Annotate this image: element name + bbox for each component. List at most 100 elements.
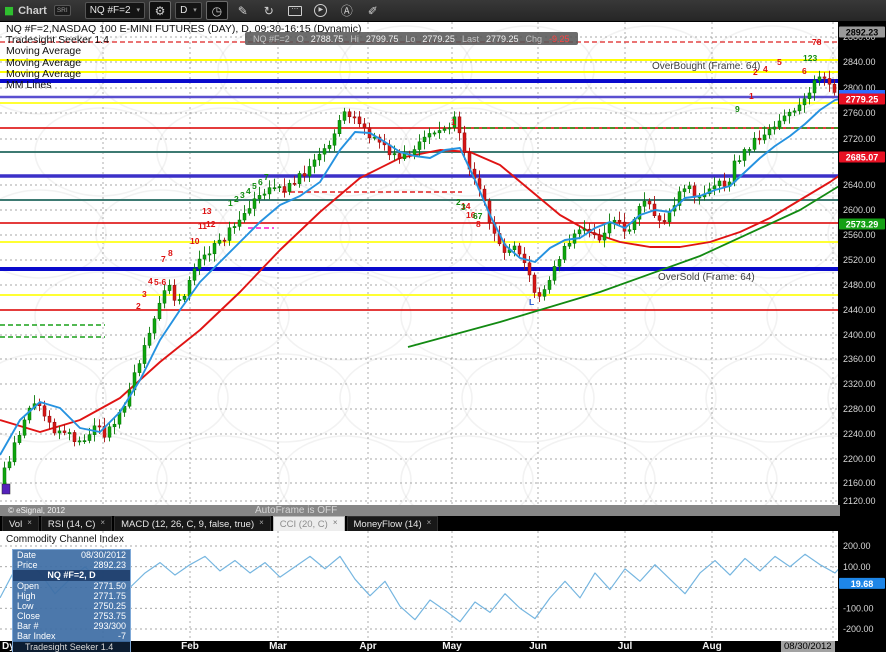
- tooltip-close-label: Close: [17, 611, 41, 621]
- close-icon[interactable]: ×: [426, 517, 432, 527]
- svg-text:7: 7: [264, 172, 269, 182]
- tooltip-barindex: -7: [117, 631, 126, 641]
- cci-axis: 200.00 100.00 -100.00 -200.00 19.68: [839, 541, 885, 634]
- replay-button[interactable]: ▶: [310, 1, 332, 20]
- svg-text:3: 3: [240, 190, 245, 200]
- toolbar: ▮▮ Chart SRI NQ #F=2 ▾ ⚙ D ▾ ◷ ✎ ↻ ⋯ ▶ Ⓐ…: [0, 0, 886, 22]
- tooltip-low: 2750.25: [93, 601, 126, 611]
- svg-text:L: L: [529, 297, 534, 307]
- tooltip-price: 2892.23: [93, 560, 126, 570]
- close-icon[interactable]: ×: [332, 517, 338, 527]
- tab-macd[interactable]: MACD (12, 26, C, 9, false, true) ×: [114, 516, 271, 531]
- month-label: Mar: [269, 641, 287, 652]
- svg-text:2840.00: 2840.00: [843, 57, 876, 67]
- tooltip-barnum-label: Bar #: [17, 621, 39, 631]
- tab-moneyflow[interactable]: MoneyFlow (14) ×: [346, 516, 439, 531]
- tab-rsi[interactable]: RSI (14, C) ×: [40, 516, 113, 531]
- close-icon[interactable]: ×: [27, 517, 32, 527]
- month-label: Jun: [529, 641, 547, 652]
- svg-text:6: 6: [258, 177, 263, 187]
- cci-line: [0, 544, 871, 623]
- tab-label: CCI (20, C): [279, 518, 328, 530]
- chevron-down-icon: ▾: [136, 7, 141, 14]
- refresh-button[interactable]: ↻: [258, 1, 280, 20]
- mm-level-lines: [0, 41, 845, 338]
- status-strip: © eSignal, 2012 AutoFrame is OFF: [0, 505, 840, 516]
- svg-text:2120.00: 2120.00: [843, 496, 876, 505]
- svg-text:2160.00: 2160.00: [843, 478, 876, 488]
- layout-badge: SRI: [53, 5, 71, 16]
- clock-icon: ◷: [211, 3, 223, 18]
- svg-text:-200.00: -200.00: [843, 624, 874, 634]
- gear-icon: ⚙: [154, 3, 166, 18]
- svg-text:2779.25: 2779.25: [846, 95, 879, 105]
- svg-text:12: 12: [206, 219, 216, 229]
- svg-text:2560.00: 2560.00: [843, 230, 876, 240]
- svg-text:78: 78: [812, 37, 822, 47]
- tab-vol[interactable]: Vol ×: [2, 516, 39, 531]
- svg-text:2360.00: 2360.00: [843, 354, 876, 364]
- svg-text:4: 4: [246, 186, 251, 196]
- interval-dropdown[interactable]: D ▾: [175, 2, 202, 19]
- svg-text:2440.00: 2440.00: [843, 305, 876, 315]
- svg-text:2720.00: 2720.00: [843, 134, 876, 144]
- svg-text:2600.00: 2600.00: [843, 205, 876, 215]
- tooltip-price-label: Price: [17, 560, 38, 570]
- month-label: Feb: [181, 641, 199, 652]
- svg-text:4: 4: [763, 64, 768, 74]
- svg-text:7: 7: [161, 254, 166, 264]
- time-axis[interactable]: Dy 08/30/2012 Feb Mar Apr May Jun Jul Aug: [0, 641, 886, 652]
- tab-label: MoneyFlow (14): [353, 518, 422, 530]
- axis-left-label: Dy: [2, 641, 15, 652]
- svg-text:2: 2: [456, 197, 461, 207]
- svg-text:13: 13: [202, 206, 212, 216]
- circle-a-icon: Ⓐ: [340, 4, 353, 18]
- eraser-icon: ✐: [367, 3, 378, 18]
- svg-text:2: 2: [753, 67, 758, 77]
- svg-text:3: 3: [142, 289, 147, 299]
- month-label: May: [442, 641, 462, 652]
- draw-tool-button[interactable]: ✎: [232, 1, 254, 20]
- tooltip-footer: Tradesight Seeker 1.4: [13, 642, 130, 652]
- price-axis: 2880.002840.002800.002760.002720.002640.…: [839, 26, 885, 505]
- ma-blue: [0, 96, 863, 456]
- symbol-value: NQ #F=2: [89, 5, 131, 16]
- svg-text:2640.00: 2640.00: [843, 180, 876, 190]
- cci-panel[interactable]: 200.00 100.00 -100.00 -200.00 19.68: [0, 531, 886, 641]
- svg-text:11: 11: [198, 221, 207, 231]
- svg-text:1: 1: [749, 91, 754, 101]
- window-title: Chart: [18, 4, 47, 17]
- svg-text:2400.00: 2400.00: [843, 330, 876, 340]
- svg-text:16: 16: [466, 210, 476, 220]
- month-label: Aug: [702, 641, 722, 652]
- quote-note-button[interactable]: ⋯: [284, 1, 306, 20]
- close-icon[interactable]: ×: [259, 517, 264, 527]
- indicator-tabbar: Vol × RSI (14, C) × MACD (12, 26, C, 9, …: [0, 516, 886, 531]
- slow-ma-green: [407, 171, 863, 348]
- note-icon: ⋯: [287, 5, 302, 16]
- svg-text:200.00: 200.00: [843, 541, 871, 551]
- svg-text:10: 10: [190, 236, 200, 246]
- close-icon[interactable]: ×: [100, 517, 106, 527]
- symbol-dropdown[interactable]: NQ #F=2 ▾: [84, 2, 146, 19]
- svg-text:2280.00: 2280.00: [843, 404, 876, 414]
- ma-red: [0, 149, 863, 433]
- chevron-down-icon: ▾: [193, 7, 197, 14]
- svg-text:3: 3: [461, 202, 466, 212]
- tab-cci[interactable]: CCI (20, C) ×: [272, 516, 345, 531]
- auto-button[interactable]: Ⓐ: [336, 1, 358, 20]
- symbol-settings-button[interactable]: ⚙: [149, 1, 172, 20]
- tab-label: RSI (14, C): [47, 518, 96, 530]
- eraser-button[interactable]: ✐: [362, 1, 384, 20]
- svg-text:19.68: 19.68: [851, 579, 874, 589]
- data-tooltip: Date 08/30/2012 Price 2892.23 NQ #F=2, D O…: [12, 549, 131, 652]
- tab-label: MACD (12, 26, C, 9, false, true): [121, 518, 255, 530]
- tooltip-low-label: Low: [17, 601, 34, 611]
- time-template-button[interactable]: ◷: [205, 1, 228, 20]
- svg-text:1: 1: [451, 117, 456, 127]
- svg-text:123: 123: [803, 53, 817, 63]
- tab-label: Vol: [9, 518, 23, 530]
